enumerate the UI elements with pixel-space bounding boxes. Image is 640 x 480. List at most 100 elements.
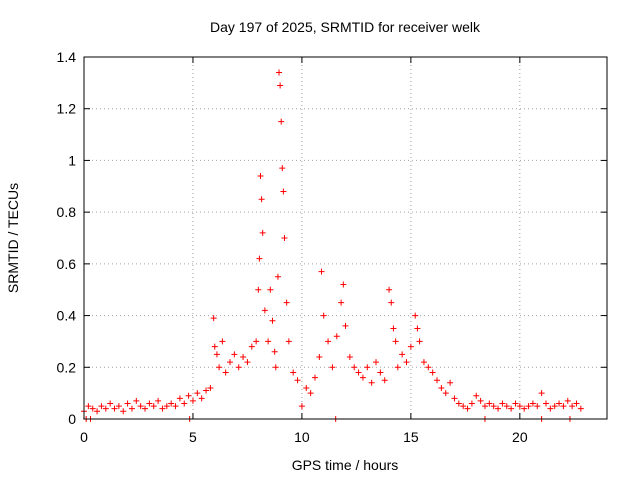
data-point — [185, 392, 192, 399]
data-point — [256, 255, 263, 262]
data-point — [447, 379, 454, 386]
data-point — [477, 397, 484, 404]
data-point — [210, 315, 217, 322]
data-point — [159, 405, 166, 412]
data-point — [325, 338, 332, 345]
data-point — [213, 351, 220, 358]
data-point — [283, 299, 290, 306]
data-point — [128, 405, 135, 412]
data-point — [281, 235, 288, 241]
data-point — [429, 369, 436, 376]
data-point — [163, 403, 170, 410]
data-point — [333, 333, 340, 340]
data-point — [521, 405, 528, 412]
data-point — [278, 118, 285, 125]
data-point — [111, 405, 118, 412]
data-point — [207, 384, 214, 391]
data-point — [407, 343, 414, 350]
data-point — [107, 400, 114, 407]
data-point — [342, 322, 349, 329]
data-point — [414, 325, 421, 332]
data-point — [168, 400, 175, 407]
plot-frame — [83, 56, 608, 420]
x-tick-label: 0 — [80, 429, 88, 445]
data-point — [340, 281, 347, 288]
data-point — [346, 353, 353, 360]
data-point — [137, 403, 144, 410]
data-point — [85, 403, 92, 410]
data-point — [274, 273, 281, 280]
y-tick-label: 1.4 — [57, 49, 77, 65]
data-point — [569, 403, 576, 410]
data-point — [451, 395, 458, 402]
data-point — [318, 268, 325, 275]
data-point — [399, 351, 406, 358]
data-point — [272, 364, 279, 371]
data-point — [508, 405, 515, 412]
data-point — [277, 82, 284, 89]
data-point — [259, 229, 266, 236]
data-point — [503, 403, 510, 410]
y-tick-label: 0.8 — [57, 204, 77, 220]
data-point — [525, 403, 532, 410]
data-point — [560, 403, 567, 410]
data-point — [290, 369, 297, 376]
data-point — [577, 405, 584, 412]
data-point — [285, 338, 292, 345]
data-point — [486, 400, 493, 407]
data-point — [425, 364, 432, 371]
data-point — [377, 369, 384, 376]
data-point — [307, 390, 314, 397]
data-point — [120, 408, 127, 415]
data-point — [512, 400, 519, 407]
data-point — [294, 377, 301, 384]
data-point — [373, 359, 380, 366]
data-point — [490, 403, 497, 410]
data-point — [412, 312, 419, 319]
data-point — [556, 400, 563, 407]
data-point — [416, 338, 423, 345]
data-point — [542, 400, 549, 407]
data-point — [434, 377, 441, 384]
data-point — [547, 405, 554, 412]
data-point — [222, 369, 229, 376]
data-point — [481, 403, 488, 410]
data-point — [203, 387, 210, 394]
data-point — [94, 408, 101, 415]
data-point — [390, 325, 397, 332]
data-point — [420, 359, 427, 366]
x-tick-label: 20 — [512, 429, 528, 445]
data-point — [529, 400, 536, 407]
data-point — [473, 392, 480, 399]
y-tick-label: 0.6 — [57, 256, 77, 272]
data-point — [394, 364, 401, 371]
data-point — [316, 353, 323, 360]
data-point — [189, 397, 196, 404]
data-point — [227, 359, 234, 366]
data-point — [248, 343, 255, 350]
data-point — [364, 364, 371, 371]
y-tick-label: 0 — [68, 411, 76, 427]
data-point — [499, 400, 506, 407]
data-point — [338, 299, 345, 306]
data-point — [303, 384, 310, 391]
data-point — [438, 384, 445, 391]
data-point — [468, 400, 475, 407]
data-point — [211, 343, 218, 350]
data-point — [298, 403, 305, 410]
data-point — [231, 351, 238, 358]
y-tick-label: 0.2 — [57, 359, 77, 375]
data-point — [133, 397, 140, 404]
grid-layer — [84, 57, 607, 419]
data-point — [98, 403, 105, 410]
x-tick-label: 10 — [294, 429, 310, 445]
data-point — [388, 299, 395, 306]
data-point — [276, 69, 283, 76]
data-point — [564, 397, 571, 404]
data-point — [538, 390, 545, 397]
data-point — [329, 364, 336, 371]
data-point — [464, 405, 471, 412]
data-point — [403, 359, 410, 366]
data-point — [267, 286, 274, 293]
